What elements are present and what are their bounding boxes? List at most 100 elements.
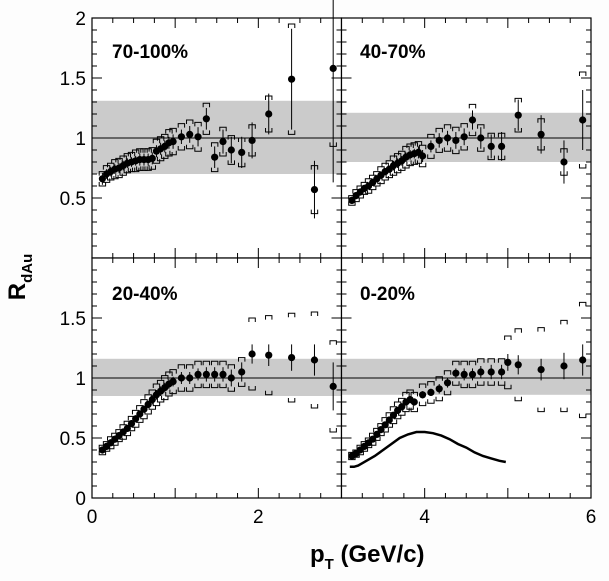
data-point [389,411,398,419]
data-point [238,368,246,376]
systematic-bracket [578,301,587,419]
x-tick-label: 4 [419,507,430,528]
systematic-bracket [194,360,202,389]
data-point [369,435,377,443]
data-point [418,152,427,160]
panel-bottom-left [91,257,343,499]
data-point [265,110,273,118]
data-point [537,366,545,374]
data-point [398,403,406,411]
data-point [497,142,506,150]
systematic-bracket [165,129,173,157]
data-point [219,138,227,146]
data-point [194,370,202,378]
data-point [468,370,477,378]
data-point [477,368,485,376]
normalization-band [92,358,342,396]
panel-bottom-right [340,257,592,499]
panel-top-left [91,0,343,259]
systematic-bracket [161,375,169,401]
data-point [169,138,177,146]
systematic-bracket [169,369,177,395]
systematic-bracket [202,360,211,389]
systematic-bracket [443,124,452,152]
panel-frame [340,257,592,499]
systematic-bracket [514,97,522,133]
systematic-bracket [219,126,227,157]
systematic-bracket [248,317,256,391]
data-point [460,133,468,141]
systematic-bracket [287,23,296,135]
data-point [265,351,273,359]
data-point [460,370,468,378]
data-point [329,382,337,390]
systematic-bracket [177,123,186,151]
data-point [202,115,210,123]
y-tick-label: 0 [75,489,86,510]
systematic-bracket [177,364,186,392]
data-point [219,370,227,378]
systematic-bracket [435,127,443,153]
data-point [537,130,545,138]
x-tick-label: 0 [87,507,98,528]
data-point [579,116,587,124]
systematic-bracket [414,141,423,164]
systematic-bracket [227,364,236,392]
x-tick-label: 2 [253,507,264,528]
y-axis-title: RdAu [4,254,36,301]
systematic-bracket [107,162,115,181]
systematic-bracket [418,144,427,168]
data-point [468,116,477,124]
data-point [186,374,194,382]
data-point [443,379,452,387]
systematic-bracket [468,103,477,137]
data-point [144,400,152,408]
data-point [373,430,381,438]
systematic-bracket [406,143,414,167]
panel-top-right [340,17,592,259]
systematic-bracket [287,312,296,403]
systematic-bracket [329,340,337,433]
systematic-bracket [578,71,587,169]
data-point [381,421,389,429]
systematic-bracket [410,142,418,165]
data-point [377,426,385,434]
systematic-bracket [265,315,273,396]
systematic-bracket [427,133,435,159]
systematic-bracket [186,364,194,392]
data-point [148,154,156,162]
data-point [202,370,210,378]
systematic-bracket [210,142,219,173]
data-point [132,415,140,423]
systematic-bracket [410,391,418,413]
data-point [418,391,427,399]
systematic-bracket [468,360,477,389]
data-point [227,146,235,154]
systematic-bracket [514,328,522,402]
data-point [248,350,256,358]
data-point [238,148,246,156]
systematic-bracket [186,119,194,150]
data-point [385,416,393,424]
data-point [211,370,219,378]
data-point [435,385,443,393]
data-point [127,420,136,428]
panel-label-bottom-left: 20-40% [112,284,178,305]
data-point [487,142,495,150]
data-point [310,356,319,364]
data-point [177,133,186,141]
systematic-bracket [169,127,177,156]
y-tick-label: 1.5 [60,69,86,90]
systematic-bracket [131,149,140,173]
systematic-bracket [152,383,161,407]
data-point [248,136,256,144]
systematic-bracket [435,376,443,402]
data-point [348,196,356,204]
systematic-bracket [140,148,148,171]
data-point [410,398,418,406]
data-point [194,133,202,141]
data-point [227,374,235,382]
systematic-bracket [127,151,136,173]
data-point [504,358,512,366]
systematic-bracket [427,381,435,404]
